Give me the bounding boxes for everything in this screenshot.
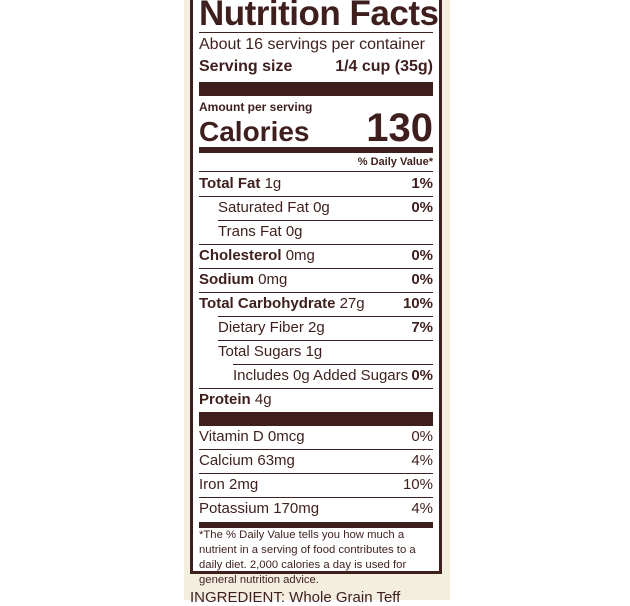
vitamin-row-iron: Iron 2mg 10% [199, 476, 433, 493]
divider [199, 32, 433, 33]
nutrient-row-total-sugars: Total Sugars 1g [218, 343, 323, 360]
nutrient-row-sodium: Sodium 0mg 0% [199, 271, 433, 288]
divider [199, 196, 433, 197]
nutrient-row-added-sugars: Includes 0g Added Sugars 0% [233, 367, 433, 384]
divider [218, 340, 433, 341]
daily-value-header: % Daily Value* [357, 156, 433, 168]
divider [218, 316, 433, 317]
nutrient-row-total-fat: Total Fat 1g 1% [199, 175, 433, 192]
divider [218, 220, 433, 221]
medium-divider [199, 522, 433, 528]
serving-size-value: 1/4 cup (35g) [335, 58, 433, 75]
serving-size: Serving size 1/4 cup (35g) [199, 57, 433, 77]
divider [199, 497, 433, 498]
divider [199, 473, 433, 474]
nutrient-row-trans-fat: Trans Fat 0g [218, 223, 303, 240]
nutrient-row-dietary-fiber: Dietary Fiber 2g 7% [218, 319, 433, 336]
nutrient-row-saturated-fat: Saturated Fat 0g 0% [218, 199, 433, 216]
calories-row: Calories 130 [199, 106, 433, 154]
vitamin-row-potassium: Potassium 170mg 4% [199, 500, 433, 517]
divider [199, 171, 433, 172]
nutrient-row-total-carbohydrate: Total Carbohydrate 27g 10% [199, 295, 433, 312]
thick-divider [199, 82, 433, 96]
divider [199, 449, 433, 450]
nutrient-row-cholesterol: Cholesterol 0mg 0% [199, 247, 433, 264]
divider [233, 364, 433, 365]
vitamin-row-vitamin-d: Vitamin D 0mcg 0% [199, 428, 433, 445]
divider [199, 292, 433, 293]
servings-per-container: About 16 servings per container [199, 36, 425, 53]
vitamin-row-calcium: Calcium 63mg 4% [199, 452, 433, 469]
medium-divider [199, 147, 433, 153]
calories-label: Calories [199, 116, 310, 147]
nutrient-row-protein: Protein 4g [199, 391, 272, 408]
divider [199, 268, 433, 269]
label-title: Nutrition Facts [199, 0, 439, 33]
thick-divider [199, 412, 433, 426]
footnote: *The % Daily Value tells you how much a … [199, 529, 416, 586]
calories-value: 130 [366, 106, 433, 150]
ingredient-list: INGREDIENT: Whole Grain Teff [190, 589, 401, 606]
serving-size-label: Serving size [199, 58, 293, 75]
amount-per-serving: Amount per serving [199, 100, 313, 114]
divider [199, 244, 433, 245]
divider [199, 388, 433, 389]
